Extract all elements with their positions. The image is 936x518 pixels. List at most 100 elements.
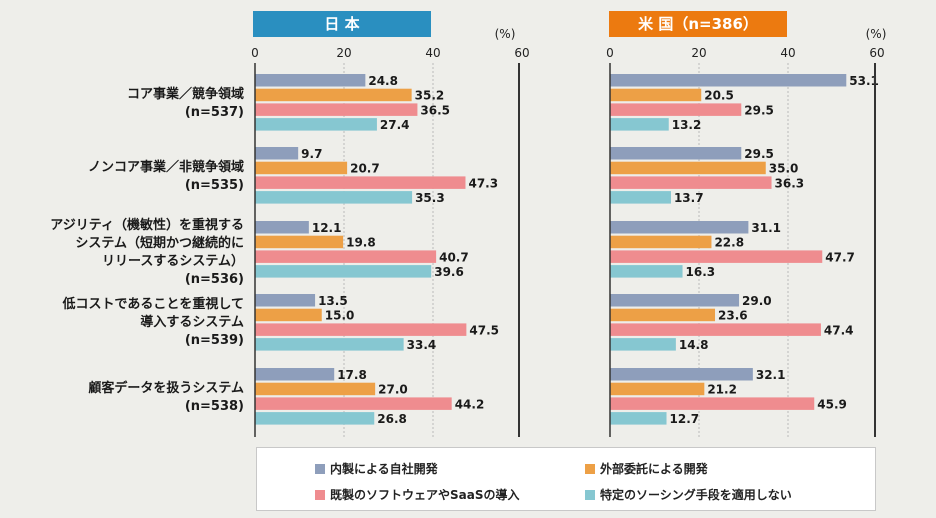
us-bar xyxy=(610,397,815,410)
us-data-label: 23.6 xyxy=(718,309,748,323)
category-label: アジリティ（機敏性）を重視する xyxy=(50,217,244,233)
jp-bar xyxy=(255,294,316,307)
us-data-label: 12.7 xyxy=(670,412,700,426)
us-bar xyxy=(610,161,766,175)
category-label: 顧客データを扱うシステム xyxy=(88,380,244,396)
legend-label-in-house: 内製による自社開発 xyxy=(330,462,438,476)
jp-data-label: 9.7 xyxy=(301,147,322,161)
us-data-label: 22.8 xyxy=(714,236,744,250)
us-bar xyxy=(610,118,669,131)
jp-data-label: 27.0 xyxy=(378,383,408,397)
category-label: コア事業／競争領域 xyxy=(127,86,244,102)
jp-bar xyxy=(255,368,335,381)
us-bar xyxy=(610,308,716,322)
legend-label-packaged-saas: 既製のソフトウェアやSaaSの導入 xyxy=(330,488,520,502)
us-bar xyxy=(610,221,749,234)
us-bar xyxy=(610,382,705,396)
us-data-label: 14.8 xyxy=(679,338,709,352)
us-data-label: 45.9 xyxy=(817,397,847,411)
legend: 内製による自社開発 外部委託による開発 既製のソフトウェアやSaaSの導入 特定… xyxy=(256,447,876,511)
category-label: (n=535) xyxy=(185,178,244,193)
legend-swatch-packaged-saas xyxy=(315,489,325,500)
us-bar xyxy=(610,176,772,189)
legend-item-outsourced: 外部委託による開発 xyxy=(585,460,708,477)
us-data-label: 53.1 xyxy=(849,74,879,88)
jp-data-label: 19.8 xyxy=(346,236,376,250)
us-unit-label: (%) xyxy=(866,27,887,41)
category-label: ノンコア事業／非競争領域 xyxy=(88,159,244,175)
jp-bar xyxy=(255,118,377,131)
jp-bar xyxy=(255,147,299,160)
jp-bar xyxy=(255,250,437,263)
jp-unit-label: (%) xyxy=(495,27,516,41)
jp-data-label: 47.5 xyxy=(469,323,499,337)
jp-bar xyxy=(255,88,412,102)
category-label: (n=537) xyxy=(185,105,244,120)
jp-bar xyxy=(255,308,322,322)
jp-data-label: 24.8 xyxy=(368,74,398,88)
legend-swatch-outsourced xyxy=(585,463,595,474)
category-label: 導入するシステム xyxy=(140,314,244,330)
us-data-label: 29.5 xyxy=(744,147,774,161)
legend-item-packaged-saas: 既製のソフトウェアやSaaSの導入 xyxy=(315,486,519,503)
jp-bar xyxy=(255,265,432,278)
category-label: (n=539) xyxy=(185,333,244,348)
legend-label-no-specific: 特定のソーシング手段を適用しない xyxy=(600,488,792,502)
jp-bar xyxy=(255,103,418,116)
category-label: 低コストであることを重視して xyxy=(62,296,244,312)
jp-bar xyxy=(255,74,366,87)
us-tick-label: 40 xyxy=(780,46,795,60)
jp-bar xyxy=(255,161,348,175)
us-tick-label: 20 xyxy=(691,46,706,60)
legend-swatch-no-specific xyxy=(585,489,595,500)
jp-data-label: 13.5 xyxy=(318,294,348,308)
japan-panel-title: 日 本 xyxy=(253,11,431,37)
jp-data-label: 35.3 xyxy=(415,191,445,205)
us-data-label: 13.2 xyxy=(672,118,702,132)
us-data-label: 20.5 xyxy=(704,89,734,103)
category-label: システム（短期かつ継続的に xyxy=(75,235,244,251)
category-label: (n=536) xyxy=(185,272,244,287)
us-bar xyxy=(610,265,683,278)
us-panel-title: 米 国（n=386） xyxy=(609,11,787,37)
jp-tick-label: 60 xyxy=(514,46,529,60)
jp-data-label: 35.2 xyxy=(415,89,445,103)
jp-bar xyxy=(255,412,375,425)
jp-bar xyxy=(255,191,413,204)
us-data-label: 36.3 xyxy=(775,176,805,190)
jp-data-label: 36.5 xyxy=(420,103,450,117)
jp-data-label: 27.4 xyxy=(380,118,410,132)
jp-bar xyxy=(255,176,466,189)
us-bar xyxy=(610,147,742,160)
us-data-label: 29.5 xyxy=(744,103,774,117)
jp-bar xyxy=(255,221,309,234)
us-data-label: 47.4 xyxy=(824,323,854,337)
jp-data-label: 39.6 xyxy=(434,265,464,279)
jp-data-label: 15.0 xyxy=(325,309,355,323)
us-bar xyxy=(610,368,753,381)
jp-tick-label: 40 xyxy=(425,46,440,60)
us-tick-label: 60 xyxy=(869,46,884,60)
jp-bar xyxy=(255,397,452,410)
jp-bar xyxy=(255,235,344,249)
us-data-label: 31.1 xyxy=(751,221,781,235)
jp-data-label: 20.7 xyxy=(350,162,380,176)
us-data-label: 16.3 xyxy=(686,265,716,279)
us-data-label: 35.0 xyxy=(769,162,799,176)
legend-label-outsourced: 外部委託による開発 xyxy=(600,462,708,476)
us-bar xyxy=(610,103,742,116)
us-data-label: 29.0 xyxy=(742,294,772,308)
us-bar xyxy=(610,235,712,249)
us-bar xyxy=(610,412,667,425)
jp-data-label: 33.4 xyxy=(407,338,437,352)
jp-bar xyxy=(255,382,376,396)
us-bar xyxy=(610,294,740,307)
us-data-label: 47.7 xyxy=(825,250,855,264)
us-data-label: 21.2 xyxy=(707,383,737,397)
legend-swatch-in-house xyxy=(315,463,325,474)
jp-data-label: 26.8 xyxy=(377,412,407,426)
us-bar xyxy=(610,191,671,204)
us-bar xyxy=(610,250,823,263)
jp-data-label: 12.1 xyxy=(312,221,342,235)
